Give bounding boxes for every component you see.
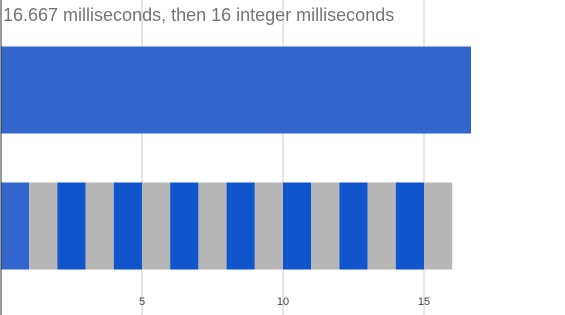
bar-segment <box>142 182 171 270</box>
bar-segment <box>170 182 199 270</box>
bar-segment <box>226 182 255 270</box>
bar-segment <box>254 182 283 270</box>
x-tick-label: 15 <box>418 296 430 308</box>
chart-title: 16.667 milliseconds, then 16 integer mil… <box>3 5 394 25</box>
x-tick-label: 5 <box>139 296 145 308</box>
bar-segment <box>1 182 30 270</box>
bar-segment <box>1 46 472 134</box>
bar-segment <box>85 182 114 270</box>
bar-segment <box>424 182 453 270</box>
x-tick-label: 10 <box>277 296 289 308</box>
bar-segment <box>198 182 227 270</box>
bar-segment <box>57 182 86 270</box>
bar-segment <box>29 182 58 270</box>
bar-segment <box>311 182 340 270</box>
bar-segment <box>367 182 396 270</box>
bar-segment <box>339 182 368 270</box>
bar-segment <box>113 182 142 270</box>
bars <box>1 46 472 270</box>
bar-segment <box>395 182 424 270</box>
bar-segment <box>283 182 312 270</box>
